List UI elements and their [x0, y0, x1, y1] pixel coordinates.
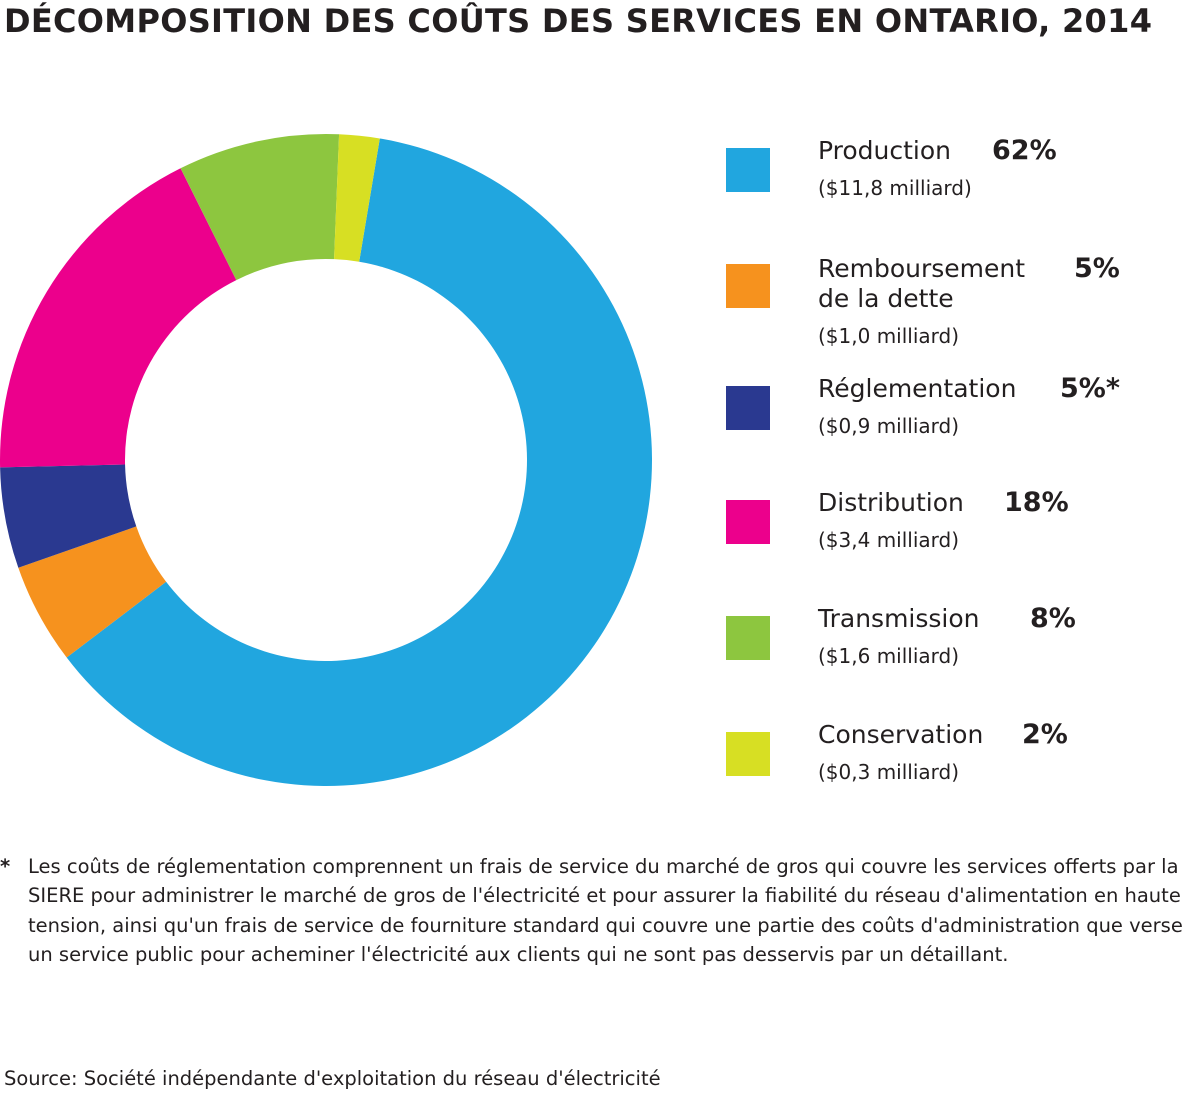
legend-amount: ($1,0 milliard) [818, 324, 960, 348]
slice-distribution [0, 168, 237, 468]
legend-swatch [726, 264, 770, 308]
legend-amount: ($3,4 milliard) [818, 528, 960, 552]
slice-production [66, 138, 652, 787]
legend-swatch [726, 148, 770, 192]
legend-label: Conservation [818, 720, 984, 749]
legend-swatch [726, 616, 770, 660]
slice-conservation [334, 134, 380, 262]
legend-label: Transmission [818, 604, 980, 633]
legend-percent: 18% [1004, 487, 1069, 518]
source-note: Source: Société indépendante d'exploitat… [4, 1067, 661, 1090]
footnote-marker: * [0, 855, 11, 878]
legend-label: Réglementation [818, 374, 1017, 403]
footnote-text: Les coûts de réglementation comprennent … [28, 855, 1183, 966]
donut-chart [0, 134, 652, 787]
legend-amount: ($0,3 milliard) [818, 760, 960, 784]
legend-percent: 2% [1022, 719, 1068, 750]
legend-percent: 8% [1030, 603, 1076, 634]
legend-percent: 5%* [1060, 373, 1120, 404]
chart-title: DÉCOMPOSITION DES COÛTS DES SERVICES EN … [4, 2, 1153, 40]
slice-remboursement-dette [18, 526, 167, 658]
legend-amount: ($1,6 milliard) [818, 644, 960, 668]
legend-label: Remboursement de la dette [818, 254, 1026, 313]
legend-label: Production [818, 136, 952, 165]
legend-swatch [726, 732, 770, 776]
legend-percent: 5% [1074, 253, 1120, 284]
legend-swatch [726, 386, 770, 430]
legend-percent: 62% [992, 135, 1057, 166]
slice-reglementation [0, 464, 137, 568]
legend-amount: ($0,9 milliard) [818, 414, 960, 438]
slice-transmission [180, 134, 340, 281]
legend-swatch [726, 500, 770, 544]
legend-label: Distribution [818, 488, 964, 517]
legend-amount: ($11,8 milliard) [818, 176, 972, 200]
